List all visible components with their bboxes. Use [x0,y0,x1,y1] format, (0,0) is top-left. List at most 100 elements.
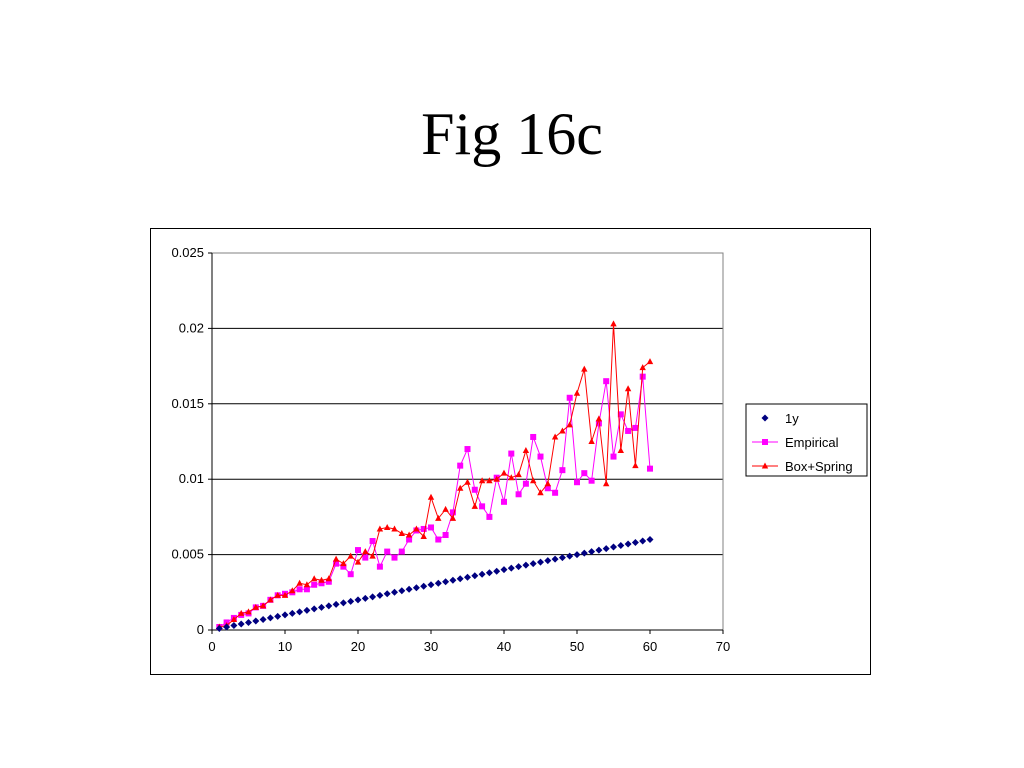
data-point [303,606,311,614]
legend-marker [761,414,769,422]
legend-label: Empirical [785,435,839,450]
legend-marker [762,439,768,445]
legend: 1y Empirical Box+Spring [745,403,868,477]
grid-lines [212,252,723,556]
data-point [478,477,486,484]
y-tick-label: 0.02 [179,320,204,335]
data-point [493,567,501,575]
data-point [617,447,624,454]
data-point [588,438,595,444]
data-point [398,548,405,555]
data-point [449,576,457,584]
data-point [434,579,442,587]
data-point [296,608,304,616]
data-point [288,609,296,617]
data-point [639,364,646,371]
x-tick-label: 70 [716,639,730,654]
data-point [471,486,478,493]
data-point [500,566,508,574]
data-point [296,586,303,593]
data-point [406,536,413,543]
x-tick-label: 20 [351,639,365,654]
data-point [580,549,588,557]
data-point [230,615,238,622]
data-point [318,580,325,587]
data-point [354,558,362,565]
data-point [631,539,639,547]
data-point [581,470,588,477]
data-point [508,450,515,457]
data-point [471,572,479,580]
data-point [391,525,398,532]
data-point [340,563,347,570]
data-point [632,462,639,469]
data-point [588,548,596,556]
y-tick-label: 0 [197,622,204,637]
data-point [624,385,632,392]
data-point [281,611,289,619]
data-point [391,588,398,596]
data-point [486,513,493,520]
data-point [595,420,602,427]
series-line [219,376,651,628]
axes: 0 0.005 0.01 0.015 0.02 0.025 0 10 20 30 40 50 60 70 [171,245,730,654]
data-point [610,453,617,460]
data-point [508,474,515,481]
data-point [442,531,449,538]
data-point [617,542,625,550]
data-point [573,551,581,559]
data-point [384,523,391,530]
data-point [354,596,362,604]
data-point [318,603,325,611]
data-point [537,558,544,566]
data-point [537,453,544,460]
data-point [362,548,369,555]
data-point [420,582,428,590]
data-point [646,536,654,544]
data-point [435,514,442,521]
slide-title: Fig 16c [421,101,603,167]
data-point [603,480,610,487]
data-point [405,531,413,538]
data-point [384,548,391,555]
data-point [529,560,537,568]
data-point [281,591,289,598]
data-point [369,538,376,545]
data-point [442,578,450,586]
data-point [339,599,347,607]
series-empirical [216,373,653,630]
data-point [405,585,413,593]
data-point [325,575,332,582]
data-point [639,373,646,380]
data-point [267,596,274,603]
data-point [486,477,493,484]
data-point [603,378,610,385]
data-point [259,615,267,623]
data-point [369,552,376,559]
data-point [595,415,603,422]
legend-item: Empirical [752,435,839,450]
data-point [230,621,238,629]
data-point [610,320,617,327]
data-point [581,365,588,372]
data-point [412,584,420,592]
data-point [457,462,464,469]
data-point [274,612,282,620]
data-point [420,525,427,532]
data-point [646,358,654,365]
data-point [376,563,383,570]
data-point [274,591,281,598]
data-point [602,545,610,553]
data-point [464,573,471,581]
series-group [215,320,654,632]
data-point [391,554,398,561]
data-point [566,394,573,401]
data-point [427,581,435,589]
x-tick-label: 50 [570,639,584,654]
data-point [522,561,530,569]
data-point [355,547,361,554]
data-point [530,433,537,440]
data-point [325,578,332,585]
plot-area [211,252,724,631]
